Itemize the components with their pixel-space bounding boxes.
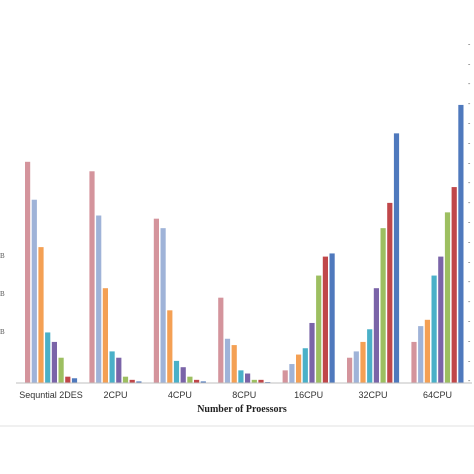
bar-0-5 xyxy=(58,357,64,383)
bar-4-4 xyxy=(309,322,315,383)
right-tick-mark: - xyxy=(468,179,471,187)
bar-4-1 xyxy=(289,364,295,383)
bar-0-6 xyxy=(65,376,71,383)
right-tick-mark: - xyxy=(468,297,471,305)
bar-5-6 xyxy=(387,202,393,383)
x-tick-label: Sequntial 2DES xyxy=(19,390,83,400)
bar-1-0 xyxy=(89,171,95,383)
bar-4-3 xyxy=(302,348,308,383)
left-cut-label: B xyxy=(0,290,5,298)
bars-layer xyxy=(25,104,464,384)
bar-5-0 xyxy=(347,357,353,383)
bar-5-5 xyxy=(380,228,386,383)
right-tick-mark: - xyxy=(468,238,471,246)
bar-4-6 xyxy=(322,256,328,383)
bar-1-5 xyxy=(122,376,129,383)
bar-2-0 xyxy=(153,218,159,383)
bar-0-1 xyxy=(31,199,37,383)
bar-6-4 xyxy=(438,256,444,383)
bar-2-1 xyxy=(160,228,166,383)
bar-1-2 xyxy=(102,288,108,383)
bar-4-5 xyxy=(316,275,322,383)
bar-2-5 xyxy=(187,376,193,383)
left-cut-label: B xyxy=(0,252,5,260)
right-tick-mark: - xyxy=(468,377,471,385)
bar-2-4 xyxy=(180,367,186,383)
bar-3-5 xyxy=(251,379,257,383)
bar-1-3 xyxy=(109,351,115,383)
x-tick-label: 16CPU xyxy=(294,390,323,400)
right-tick-mark: - xyxy=(468,40,471,48)
right-tick-mark: - xyxy=(468,119,471,127)
right-tick-mark: - xyxy=(468,139,471,147)
bar-0-7 xyxy=(71,378,78,383)
bar-3-2 xyxy=(231,345,237,383)
right-tick-mark: - xyxy=(468,357,471,365)
right-tick-mark: - xyxy=(468,317,471,325)
right-tick-mark: - xyxy=(468,218,471,226)
bar-1-1 xyxy=(96,215,102,383)
bar-4-7 xyxy=(329,253,335,383)
left-cut-labels: B B B xyxy=(0,252,5,336)
bar-6-7 xyxy=(458,104,464,384)
bar-3-1 xyxy=(224,338,231,383)
bar-3-4 xyxy=(245,373,251,383)
x-tick-labels: Sequntial 2DES 2CPU 4CPU 8CPU 16CPU 32CPU 64CP… xyxy=(19,390,452,400)
x-tick-label: 64CPU xyxy=(423,390,452,400)
x-axis-title: Number of Proessors xyxy=(197,404,287,415)
right-tick-mark: - xyxy=(468,80,471,88)
bar-6-1 xyxy=(418,326,424,383)
bar-5-7 xyxy=(393,133,400,383)
bar-0-2 xyxy=(38,247,44,383)
right-tick-mark: - xyxy=(468,159,471,167)
bar-3-6 xyxy=(258,379,264,383)
left-cut-label: B xyxy=(0,328,5,336)
bar-2-7 xyxy=(200,381,206,383)
bar-1-7 xyxy=(136,381,142,383)
bar-1-4 xyxy=(116,357,122,383)
bar-5-2 xyxy=(360,341,366,383)
bar-4-0 xyxy=(282,370,288,383)
right-tick-mark: - xyxy=(468,99,471,107)
right-tick-mark: - xyxy=(468,337,471,345)
right-tick-mark: - xyxy=(468,198,471,206)
bar-6-3 xyxy=(431,275,437,383)
x-tick-label: 32CPU xyxy=(359,390,388,400)
bar-0-0 xyxy=(25,161,31,383)
x-tick-label: 8CPU xyxy=(232,390,256,400)
right-tick-mark: - xyxy=(468,60,471,68)
right-tick-mark: - xyxy=(468,278,471,286)
right-tick-mark: - xyxy=(468,258,471,266)
bar-6-0 xyxy=(411,341,417,383)
bar-3-3 xyxy=(238,370,244,383)
bar-6-6 xyxy=(451,187,457,383)
bar-6-2 xyxy=(424,319,430,383)
bar-1-6 xyxy=(129,379,135,383)
bar-5-1 xyxy=(353,351,359,383)
bar-0-3 xyxy=(45,332,51,383)
right-tick-marks: - - - - - - - - - - - - - - - - - - xyxy=(468,40,471,385)
bar-2-2 xyxy=(167,310,173,383)
bar-3-0 xyxy=(218,297,224,383)
x-tick-label: 2CPU xyxy=(103,390,127,400)
x-tick-label: 4CPU xyxy=(168,390,192,400)
bar-6-5 xyxy=(444,212,451,383)
bar-2-3 xyxy=(173,360,180,383)
bar-0-4 xyxy=(51,341,57,383)
bar-4-2 xyxy=(296,354,302,383)
bar-5-3 xyxy=(367,329,373,383)
bar-2-6 xyxy=(194,379,200,383)
bar-5-4 xyxy=(373,288,379,383)
